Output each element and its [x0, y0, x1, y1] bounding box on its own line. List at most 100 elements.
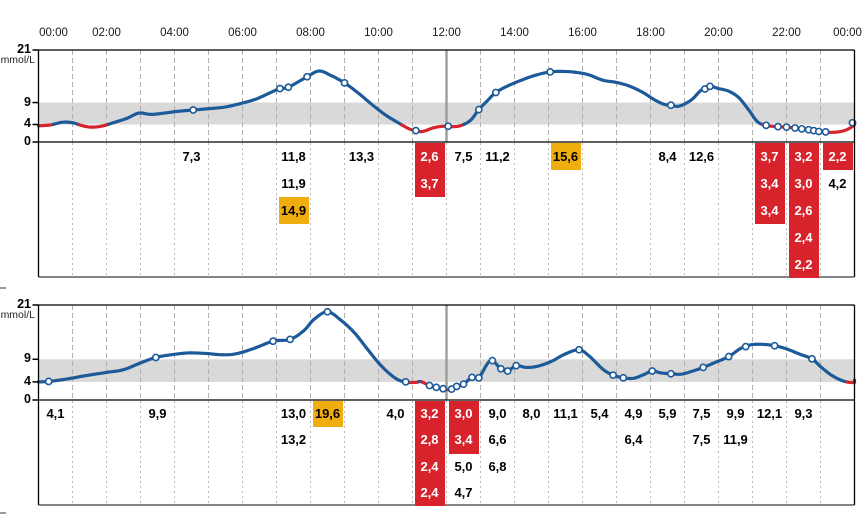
measurement-marker [474, 105, 483, 114]
glucose-curve-low-segment [77, 122, 111, 129]
glucose-value-cell: 12,1 [756, 406, 783, 421]
time-label: 10:00 [364, 27, 393, 39]
measurement-marker [609, 371, 617, 380]
glucose-value-cell: 4,7 [454, 484, 473, 500]
glucose-value-cell: 3,2 [788, 143, 819, 170]
glucose-value-cell: 4,2 [828, 176, 847, 191]
glucose-curve [462, 69, 765, 127]
glucose-value-cell: 2,4 [788, 224, 819, 251]
measurement-marker [44, 377, 53, 386]
glucose-value-cell: 5,4 [590, 406, 609, 421]
y-axis-label: 9 [24, 94, 31, 109]
glucose-value-cell: 5,0 [454, 458, 473, 474]
glucose-value-cell: 2,2 [788, 251, 819, 278]
glucose-value-cell: 4,9 [624, 406, 643, 421]
glucose-value-cell: 11,9 [281, 176, 306, 191]
measurement-marker [411, 126, 420, 135]
glucose-value-cell: 7,5 [692, 406, 711, 421]
time-label: 08:00 [296, 27, 325, 39]
y-axis-label: 0 [24, 392, 31, 406]
measurement-marker [667, 369, 675, 378]
glucose-value-cell: 2,6 [414, 143, 445, 170]
glucose-value-cell: 15,6 [550, 143, 581, 170]
glucose-value-cell: 11,1 [553, 406, 578, 421]
glucose-value-cell: 3,7 [414, 170, 445, 197]
measurement-marker [432, 383, 441, 392]
glucose-value-cell: 13,3 [348, 149, 375, 164]
measurement-marker [546, 68, 555, 76]
measurement-marker [808, 354, 816, 363]
glucose-value-cell: 3,0 [448, 401, 479, 428]
unit-label: mmol/L [0, 309, 35, 321]
glucose-value-cell: 8,4 [658, 149, 677, 164]
measurement-marker [286, 335, 294, 344]
measurement-marker [275, 84, 284, 93]
left-edge-tick-2 [0, 512, 6, 514]
measurement-marker [774, 122, 782, 131]
y-axis-label: 21 [17, 42, 31, 56]
glucose-value-cell: 4,1 [46, 406, 65, 421]
glucose-value-cell: 6,4 [624, 432, 643, 448]
measurement-marker [503, 367, 512, 375]
measurement-marker [323, 307, 332, 316]
time-label: 00:00 [833, 27, 862, 39]
glucose-value-cell: 7,3 [182, 149, 201, 164]
glucose-value-cell: 5,9 [658, 406, 677, 421]
measurement-marker [699, 363, 708, 372]
time-label: 12:00 [432, 27, 461, 39]
left-edge-tick-1 [0, 287, 6, 289]
glucose-value-cell: 13,2 [280, 432, 307, 448]
unit-label: mmol/L [0, 54, 35, 66]
measurement-marker [189, 106, 198, 114]
measurement-marker [340, 78, 349, 87]
time-label: 18:00 [636, 27, 665, 39]
glucose-curve [51, 120, 81, 127]
measurement-marker [512, 361, 521, 370]
glucose-value-cell: 11,9 [723, 432, 748, 448]
measurement-marker [425, 381, 434, 390]
glucose-value-cell: 3,0 [788, 170, 819, 197]
glucose-value-cell: 4,0 [386, 406, 405, 421]
y-axis-label: 4 [24, 116, 31, 131]
time-label: 22:00 [772, 27, 801, 39]
glucose-value-cell: 3,7 [754, 143, 785, 170]
glucose-value-cell: 3,2 [414, 401, 445, 428]
glucose-value-cell: 2,8 [414, 427, 445, 454]
y-axis-label: 9 [24, 351, 31, 366]
measurement-marker [648, 367, 657, 375]
glucose-curve [36, 310, 408, 384]
time-label: 02:00 [92, 27, 121, 39]
glucose-value-cell: 14,9 [278, 197, 309, 224]
glucose-value-cell: 19,6 [312, 401, 343, 428]
measurement-marker [269, 337, 277, 346]
glucose-value-cell: 2,2 [822, 143, 853, 170]
glucose-value-cell: 2,4 [414, 479, 445, 506]
glucose-value-cell: 7,5 [692, 432, 711, 448]
glucose-value-cell: 11,8 [281, 149, 306, 164]
glucose-curve-low-segment [36, 122, 56, 128]
time-label: 14:00 [500, 27, 529, 39]
measurement-marker [741, 342, 750, 351]
measurement-marker [770, 341, 779, 350]
measurement-marker [496, 364, 505, 373]
glucose-value-cell: 7,5 [454, 149, 473, 164]
glucose-value-cell: 9,3 [794, 406, 813, 421]
glucose-value-cell: 8,0 [522, 406, 541, 421]
measurement-marker [439, 384, 447, 393]
glucose-value-cell: 2,4 [414, 453, 445, 480]
measurement-marker [459, 380, 468, 389]
measurement-marker [491, 88, 500, 97]
time-label: 06:00 [228, 27, 257, 39]
glucose-value-cell: 3,4 [754, 170, 785, 197]
glucose-value-cell: 9,9 [148, 406, 167, 421]
measurement-marker [401, 378, 410, 386]
measurement-marker [303, 72, 311, 81]
time-label: 20:00 [704, 27, 733, 39]
measurement-marker [706, 82, 714, 91]
measurement-marker [284, 83, 293, 92]
measurement-marker [474, 373, 483, 382]
measurement-marker [619, 373, 628, 382]
measurement-marker [821, 128, 830, 136]
